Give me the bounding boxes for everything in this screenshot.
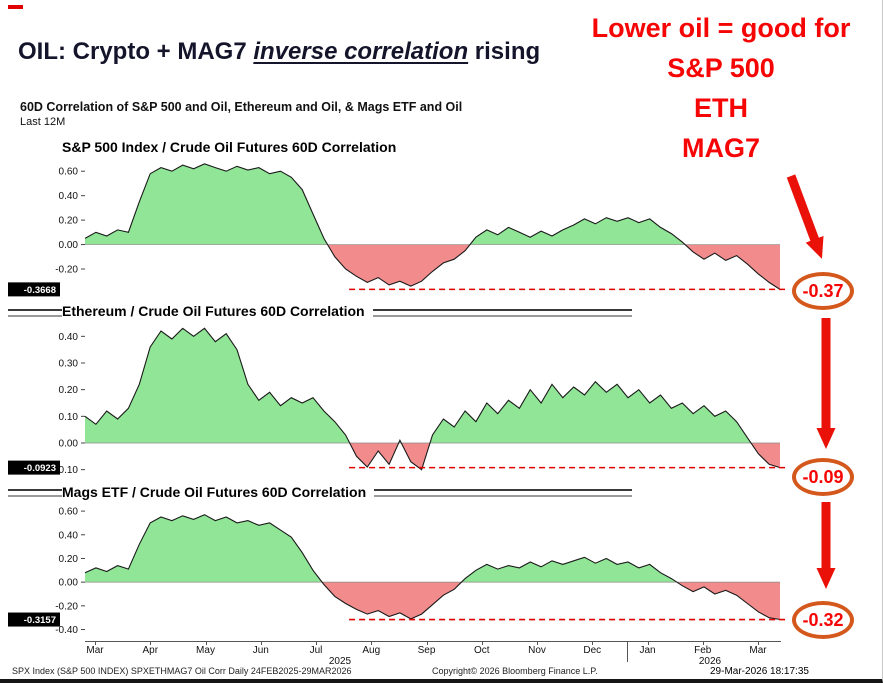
title-prefix: OIL: Crypto + MAG7 [18, 38, 254, 65]
x-axis-month-label: Jan [639, 645, 656, 656]
y-tick-label: 0.10 [59, 412, 79, 423]
chart-1-title: S&P 500 Index / Crude Oil Futures 60D Co… [62, 138, 405, 156]
y-tick-label: 0.20 [59, 216, 79, 227]
y-tick-label: 0.20 [59, 385, 79, 396]
y-tick-label: 0.40 [59, 332, 79, 343]
chart-2-title: Ethereum / Crude Oil Futures 60D Correla… [62, 302, 373, 320]
negative-area [85, 582, 780, 620]
correlation-line [84, 327, 781, 471]
chart-2-plot: 0.40 0.30 0.20 0.10 0.00 -0.10-0.0923 [8, 327, 785, 476]
y-tick-label: -0.20 [55, 601, 78, 612]
chart-3-title: Mags ETF / Crude Oil Futures 60D Correla… [62, 483, 375, 501]
callout-eth-value: -0.09 [792, 458, 854, 496]
chart-3-plot: 0.60 0.40 0.20 0.00 -0.20 -0.40-0.3157 [8, 507, 785, 636]
correlation-line [84, 514, 781, 621]
x-axis-year-2025: 2025 [328, 656, 352, 667]
corner-mark [8, 5, 23, 9]
x-axis-year-2026: 2026 [698, 656, 722, 667]
y-tick-label: 0.60 [59, 167, 79, 178]
title-suffix: rising [468, 38, 541, 65]
x-axis-month-label: Jun [252, 645, 269, 656]
x-axis-month-label: Mar [86, 645, 104, 656]
month-tick [260, 641, 262, 645]
x-axis-month-label: Aug [362, 645, 381, 656]
page-title: OIL: Crypto + MAG7 inverse correlation r… [18, 38, 540, 66]
month-tick [150, 641, 152, 645]
chart-subtitle: 60D Correlation of S&P 500 and Oil, Ethe… [20, 100, 463, 114]
y-tick-label: -0.20 [55, 265, 78, 276]
month-tick [426, 641, 428, 645]
x-axis-month-label: May [196, 645, 215, 656]
y-tick-label: -0.10 [55, 465, 78, 476]
title-emphasis: inverse correlation [253, 38, 469, 65]
x-axis-month-label: Feb [694, 645, 712, 656]
x-axis-line [85, 641, 781, 642]
annotation-line-2: S&P 500 [667, 53, 775, 83]
period-label: Last 12M [20, 116, 66, 128]
month-tick [702, 641, 704, 645]
month-tick [537, 641, 538, 645]
x-axis-month-label: Dec [583, 645, 602, 656]
month-tick [592, 641, 594, 645]
y-tick-label: 0.00 [59, 240, 79, 251]
y-tick-label: 0.00 [59, 578, 79, 589]
correlation-line [84, 163, 781, 290]
year-separator-tick [627, 641, 628, 662]
annotation-line-1: Lower oil = good for [591, 13, 851, 43]
x-axis-month-label: Oct [473, 645, 490, 656]
chart-1-plot: 0.60 0.40 0.20 0.00 -0.20 -0.3668 [8, 163, 785, 297]
month-tick [205, 641, 207, 645]
y-tick-label: 0.20 [59, 554, 79, 565]
month-tick [481, 641, 483, 645]
last-value-box [8, 282, 60, 297]
positive-area [85, 163, 686, 245]
x-axis-month-label: Nov [528, 645, 546, 656]
y-tick-label: 0.30 [59, 359, 79, 370]
last-value-label: -0.3668 [24, 285, 56, 296]
callout-mags-value: -0.32 [792, 601, 854, 639]
x-axis: 2025 2026 Mar Apr May Jun Jul Aug Sep Oct Nov Dec… [0, 641, 882, 669]
month-tick [371, 641, 373, 645]
x-axis-month-label: Mar [749, 645, 767, 656]
x-axis-month-label: Apr [142, 645, 159, 656]
annotation-line-3: ETH [694, 93, 748, 123]
footer-source-line: SPX Index (S&P 500 INDEX) SPXETHMAG7 Oil… [12, 666, 352, 676]
y-tick-label: -0.40 [55, 625, 78, 636]
last-value-box [8, 460, 60, 475]
x-axis-month-label: Jul [309, 645, 323, 656]
positive-area [85, 328, 780, 443]
y-tick-label: 0.40 [59, 530, 79, 541]
callout-spx-value: -0.37 [792, 272, 854, 310]
month-tick [95, 641, 96, 645]
annotation-line-4: MAG7 [681, 133, 760, 163]
footer-timestamp: 29-Mar-2026 18:17:35 [710, 666, 809, 677]
last-value-label: -0.0923 [24, 463, 56, 474]
month-tick [647, 641, 649, 645]
annotation-note: Lower oil = good for S&P 500 ETH MAG7 [565, 8, 877, 168]
positive-area [85, 514, 677, 583]
y-tick-label: 0.40 [59, 191, 79, 202]
arrow-to-spx-callout [786, 174, 824, 259]
y-tick-label: 0.60 [59, 507, 79, 518]
last-value-box [8, 612, 60, 627]
month-tick [316, 641, 317, 645]
y-tick-label: 0.00 [59, 439, 79, 450]
negative-area [85, 244, 780, 290]
last-value-label: -0.3157 [24, 615, 56, 626]
month-tick [758, 641, 759, 645]
footer-copyright: Copyright© 2026 Bloomberg Finance L.P. [432, 666, 598, 676]
x-axis-month-label: Sep [417, 645, 436, 656]
